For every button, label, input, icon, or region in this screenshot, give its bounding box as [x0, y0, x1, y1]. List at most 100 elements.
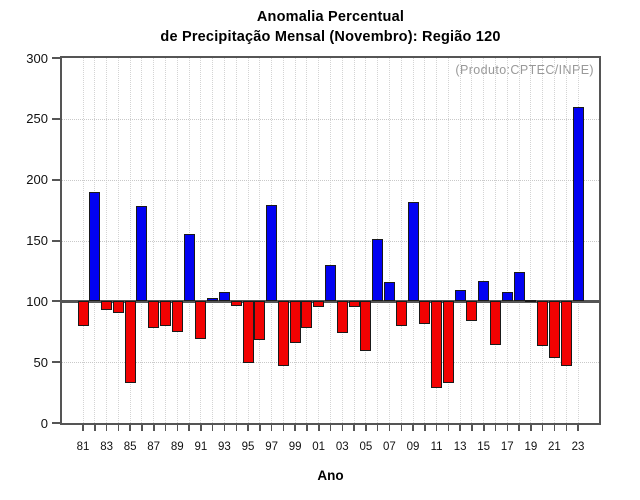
- bar-93: [218, 291, 230, 302]
- bar-86: [136, 206, 148, 302]
- x-axis-tick-label: 87: [147, 441, 161, 453]
- horizontal-gridline: [62, 362, 599, 364]
- x-axis-tick: [400, 425, 402, 431]
- x-axis-tick-label: 81: [76, 441, 90, 453]
- bar-88: [160, 301, 171, 326]
- bar-11: [431, 301, 443, 388]
- y-axis-tick-label: 100: [26, 293, 48, 309]
- bar-05: [360, 301, 372, 352]
- x-axis-tick: [270, 425, 273, 431]
- bar-84: [112, 301, 124, 314]
- bar-03: [336, 301, 348, 333]
- bar-07: [383, 281, 395, 302]
- x-axis-tick: [447, 425, 450, 431]
- x-axis-tick-label: 23: [571, 441, 585, 453]
- y-axis-tick: [52, 300, 60, 303]
- x-axis-tick: [153, 425, 155, 431]
- bar-14: [466, 301, 478, 321]
- bar-08: [395, 301, 407, 326]
- bar-83: [101, 301, 113, 310]
- x-axis-tick-label: 05: [359, 441, 373, 453]
- x-axis-tick: [459, 425, 461, 431]
- bar-99: [289, 301, 301, 343]
- bar-13: [454, 290, 466, 302]
- horizontal-gridline: [62, 240, 599, 242]
- bar-81: [77, 301, 89, 326]
- x-axis-tick: [553, 425, 556, 431]
- bar-04: [348, 301, 360, 308]
- x-axis-tick: [211, 425, 214, 431]
- x-axis-tick: [541, 425, 544, 431]
- bar-87: [148, 301, 160, 329]
- x-axis-tick: [494, 425, 497, 431]
- x-axis-tick: [176, 425, 178, 431]
- bar-95: [242, 301, 254, 364]
- x-axis-tick: [518, 425, 520, 431]
- baseline-100-line: [62, 299, 599, 303]
- bar-92: [207, 297, 219, 302]
- x-axis-tick: [247, 425, 249, 431]
- y-axis-tick-label: 0: [40, 415, 48, 431]
- bar-97: [266, 205, 278, 302]
- x-axis-tick: [412, 425, 414, 431]
- y-axis-tick-label: 250: [26, 111, 48, 127]
- y-axis-tick: [52, 422, 60, 424]
- x-axis-tick: [82, 425, 84, 431]
- x-axis-tick: [259, 425, 261, 431]
- x-axis-tick: [129, 425, 131, 431]
- bar-22: [560, 301, 572, 366]
- bar-94: [230, 301, 242, 307]
- x-axis-tick-label: 93: [217, 441, 231, 453]
- x-axis-tick-label: 15: [477, 441, 491, 453]
- bar-85: [124, 301, 136, 383]
- bar-06: [372, 239, 384, 302]
- x-axis-tick: [282, 425, 285, 431]
- bar-21: [548, 301, 560, 359]
- y-axis-tick: [52, 57, 60, 59]
- x-axis-tick: [365, 425, 367, 431]
- y-axis-tick: [52, 361, 60, 364]
- bar-10: [419, 301, 431, 325]
- bar-89: [171, 301, 183, 332]
- bar-19: [525, 300, 537, 303]
- x-axis-tick-label: 89: [170, 441, 184, 453]
- bar-12: [442, 301, 454, 383]
- x-axis-tick-label: 85: [123, 441, 137, 453]
- x-axis-tick: [483, 425, 485, 431]
- x-axis-tick: [388, 425, 391, 431]
- y-axis-tick-label: 50: [33, 354, 48, 370]
- x-axis-tick-label: 21: [547, 441, 561, 453]
- x-axis-tick-label: 99: [288, 441, 302, 453]
- x-axis-label: Ano: [317, 468, 344, 483]
- x-axis-tick: [329, 425, 332, 431]
- x-axis-tick: [235, 425, 237, 431]
- x-axis-tick-label: 13: [453, 441, 467, 453]
- bar-18: [513, 272, 525, 302]
- bar-82: [89, 191, 101, 302]
- x-axis-tick: [577, 425, 579, 431]
- y-axis-tick-label: 300: [26, 50, 48, 66]
- x-axis-tick: [94, 425, 96, 431]
- x-axis-tick: [200, 425, 202, 431]
- bar-91: [195, 301, 207, 339]
- x-axis-tick-label: 01: [312, 441, 326, 453]
- x-axis-tick-label: 11: [430, 441, 443, 453]
- x-axis-tick: [341, 425, 343, 431]
- y-axis-tick-label: 150: [26, 233, 48, 248]
- x-axis-tick: [294, 425, 296, 431]
- x-axis-tick: [306, 425, 308, 431]
- bar-02: [325, 264, 336, 302]
- x-axis-tick: [117, 425, 120, 431]
- bar-09: [407, 201, 419, 302]
- bar-00: [301, 301, 313, 329]
- plot-area: (Produto:CPTEC/INPE): [60, 56, 601, 425]
- x-axis-tick-label: 91: [194, 441, 208, 453]
- x-axis-tick: [105, 425, 108, 431]
- x-axis-tick-label: 09: [406, 441, 420, 453]
- x-axis-tick: [188, 425, 190, 431]
- bar-15: [478, 280, 490, 302]
- x-axis-tick-label: 03: [335, 441, 349, 453]
- y-axis-tick: [52, 117, 60, 120]
- x-axis-tick-label: 19: [524, 441, 538, 453]
